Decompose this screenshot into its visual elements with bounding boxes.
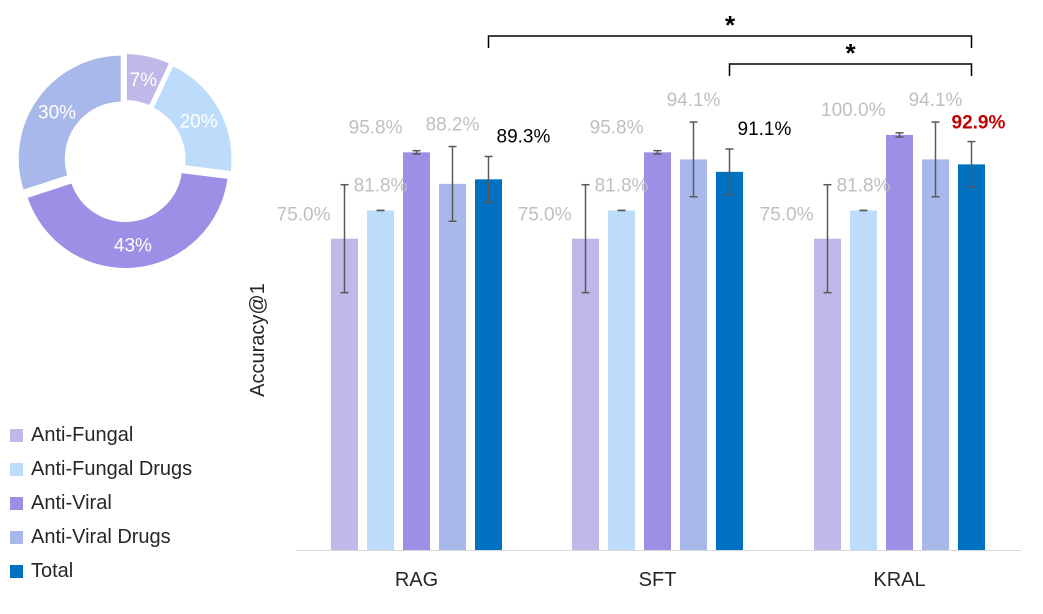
- bar-value-label: 100.0%: [821, 100, 886, 121]
- significance-mark: *: [725, 10, 736, 40]
- donut-slice-label: 43%: [114, 236, 152, 257]
- donut-slice-label: 20%: [180, 112, 218, 133]
- bar-value-label: 88.2%: [426, 115, 480, 136]
- bar-value-label: 75.0%: [760, 205, 814, 226]
- bar: [367, 210, 394, 551]
- bar: [886, 134, 913, 551]
- bar: [439, 183, 466, 551]
- legend-swatch: [10, 428, 23, 442]
- legend-swatch: [10, 496, 23, 510]
- bar-value-label: 81.8%: [595, 175, 649, 196]
- x-tick-label: SFT: [639, 569, 677, 591]
- bar-value-label: 75.0%: [518, 205, 572, 226]
- bar-value-label: 95.8%: [349, 117, 403, 138]
- donut-slice-label: 30%: [38, 103, 76, 124]
- bar-value-label: 94.1%: [667, 90, 721, 111]
- donut-slice: [16, 53, 123, 193]
- bar: [403, 152, 430, 550]
- bar-value-label: 75.0%: [277, 205, 331, 226]
- bar: [475, 179, 502, 551]
- significance-mark: *: [845, 38, 856, 68]
- donut-slice: [151, 63, 234, 174]
- y-axis-label: Accuracy@1: [247, 283, 269, 397]
- bar: [922, 159, 949, 550]
- legend-item: Anti-Viral: [10, 486, 240, 520]
- donut-slice-label: 7%: [130, 70, 158, 91]
- donut-slice: [124, 52, 172, 108]
- x-tick-label: KRAL: [873, 569, 925, 591]
- legend-label: Anti-Viral Drugs: [31, 525, 171, 548]
- legend-swatch: [10, 462, 23, 476]
- bar-value-label: 81.8%: [837, 175, 891, 196]
- bar-chart: Accuracy@1 75.0% 75.0% 75.0% 81.8% 81.8% 81.8%…: [247, 10, 1021, 591]
- legend-item: Anti-Fungal Drugs: [10, 452, 240, 486]
- legend-label: Anti-Fungal Drugs: [31, 457, 193, 480]
- bar: [608, 210, 635, 551]
- legend-swatch: [10, 564, 23, 578]
- bar: [716, 171, 743, 550]
- bar: [644, 152, 671, 550]
- bar: [958, 164, 985, 550]
- legend-item: Total: [10, 554, 240, 588]
- bar-value-label: 92.9%: [952, 113, 1006, 134]
- legend: Anti-Fungal Anti-Fungal Drugs Anti-Viral…: [10, 418, 240, 588]
- bar-value-label: 89.3%: [497, 126, 551, 147]
- legend-item: Anti-Fungal: [10, 418, 240, 452]
- x-tick-label: RAG: [395, 569, 438, 591]
- legend-label: Total: [31, 559, 74, 582]
- legend-label: Anti-Viral: [31, 491, 112, 514]
- legend-swatch: [10, 530, 23, 544]
- bar-value-label: 95.8%: [590, 117, 644, 138]
- bar-value-label: 94.1%: [909, 90, 963, 111]
- significance-bracket: [487, 35, 973, 48]
- bar: [850, 210, 877, 551]
- donut-chart: 7% 20% 43% 30%: [16, 52, 234, 270]
- bar-value-label: 91.1%: [738, 119, 792, 140]
- donut-slice: [25, 170, 230, 270]
- significance-bracket: [728, 63, 973, 76]
- bar: [680, 159, 707, 550]
- bar-value-label: 81.8%: [354, 175, 408, 196]
- legend-label: Anti-Fungal: [31, 423, 134, 446]
- legend-item: Anti-Viral Drugs: [10, 520, 240, 554]
